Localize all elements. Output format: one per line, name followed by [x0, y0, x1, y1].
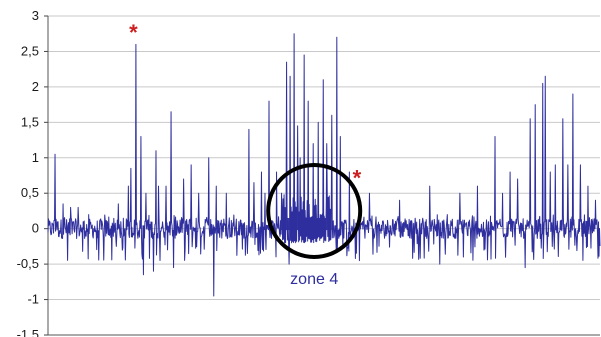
y-tick-label: 1 [32, 150, 39, 165]
y-tick-label: -0,5 [17, 256, 39, 271]
y-tick-label: 2,5 [21, 43, 39, 58]
y-tick-label: -1,5 [17, 327, 39, 337]
dense-region-fill [281, 33, 332, 231]
y-tick-label: 1,5 [21, 114, 39, 129]
star-annotation: * [129, 20, 138, 45]
y-tick-label: 0,5 [21, 185, 39, 200]
y-tick-label: 3 [32, 8, 39, 23]
annotation-layer: * * zone 4 [129, 20, 363, 288]
star-annotation: * [353, 166, 362, 191]
y-tick-label: -1 [27, 292, 39, 307]
zone-label: zone 4 [290, 271, 338, 288]
axis-layer: 3 2,5 2 1,5 1 0,5 0 -0,5 -1 -1,5 [17, 8, 600, 337]
y-tick-label: 2 [32, 79, 39, 94]
zone-circle [266, 162, 363, 259]
series-layer [47, 33, 601, 297]
y-tick-label: 0 [32, 221, 39, 236]
